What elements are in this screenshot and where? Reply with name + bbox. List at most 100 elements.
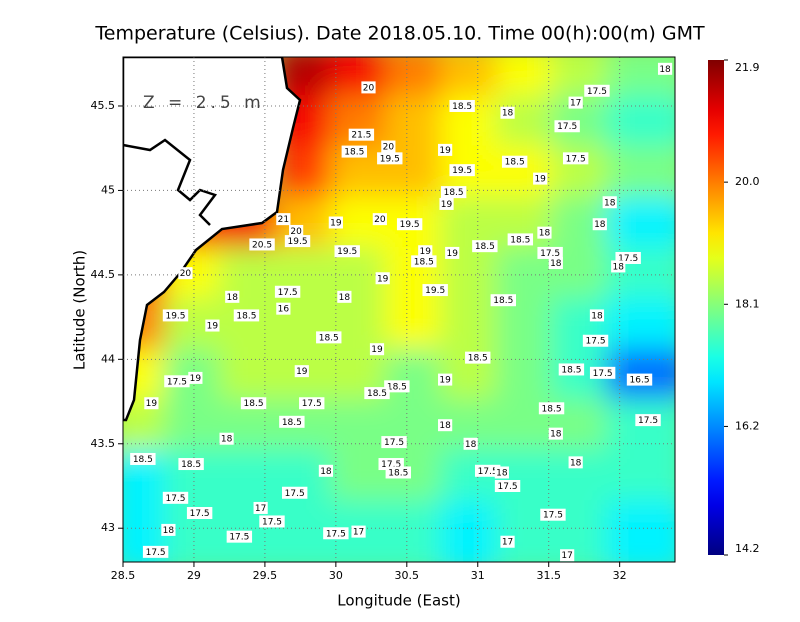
contour-label: 17.5 [381, 460, 401, 470]
contour-label-box [463, 437, 478, 450]
contour-label-box [611, 260, 626, 273]
contour-label: 17.5 [587, 87, 607, 97]
contour-label-box [276, 213, 291, 226]
contour-label: 18.5 [493, 296, 513, 306]
contour-label-box [377, 152, 403, 165]
contour-label-box [501, 155, 528, 168]
contour-label: 16.5 [630, 376, 650, 386]
x-tick-label: 28.5 [111, 569, 136, 582]
contour-label: 20 [180, 269, 192, 279]
contour-label-box [253, 501, 268, 514]
contour-label-box [186, 507, 213, 520]
colorbar [708, 60, 724, 555]
contour-label: 18.5 [505, 158, 525, 168]
contour-label-box [490, 294, 516, 307]
contour-label: 17.5 [543, 511, 563, 521]
contour-label: 17.5 [478, 467, 498, 477]
contour-label: 17.5 [302, 399, 322, 409]
contour-label: 17.5 [229, 533, 249, 543]
contour-label: 17.5 [278, 288, 298, 298]
contour-label-box [540, 508, 566, 521]
contour-label-box [568, 456, 583, 469]
contour-label-box [562, 152, 589, 165]
contour-label: 19 [190, 374, 202, 384]
contour-label: 21.5 [351, 131, 371, 141]
contour-label-box [162, 309, 189, 322]
contour-label-box [438, 419, 453, 432]
contour-label-box [375, 272, 390, 285]
contour-label: 17.5 [540, 249, 560, 259]
contour-label-box [465, 351, 491, 364]
contour-label-box [282, 486, 308, 499]
contour-label-box [568, 96, 583, 109]
contour-label-box [548, 257, 563, 270]
contour-label: 19 [439, 146, 451, 156]
contour-label-box [635, 414, 661, 427]
contour-label-box [584, 84, 610, 97]
contour-label-box [289, 224, 304, 237]
contour-label: 17 [502, 538, 513, 548]
contour-label: 18.5 [367, 389, 387, 399]
contour-label: 17.5 [618, 254, 638, 264]
y-tick-label: 43 [101, 521, 115, 534]
field-cell [606, 500, 675, 562]
contour-label-box [161, 523, 176, 536]
x-axis-label: Longitude (East) [337, 592, 460, 610]
contour-label: 18.5 [510, 235, 530, 245]
contour-label: 18 [594, 220, 606, 230]
x-tick-label: 31 [471, 569, 485, 582]
x-tick-label: 30.5 [395, 569, 420, 582]
contour-label-box [341, 145, 368, 158]
axes: 28.5 29 29.5 30 30.5 31 31.5 32 43 43.5 44 44.5 45 45… [91, 59, 760, 582]
contour-label: 20 [374, 215, 386, 225]
contour-label-box [369, 343, 385, 356]
y-tick-label: 45.5 [91, 99, 116, 112]
contour-label-box [422, 284, 448, 297]
colorbar-tick-label: 20.0 [735, 175, 760, 188]
contour-label: 16 [278, 305, 290, 315]
contour-label: 17 [255, 504, 266, 514]
contour-label: 18 [221, 435, 233, 445]
coastline [123, 138, 218, 226]
contour-label-box [449, 164, 475, 177]
contour-label-box [274, 285, 301, 298]
contour-label: 19 [377, 274, 389, 284]
y-tick-label: 43.5 [91, 437, 116, 450]
contour-label-box [318, 464, 334, 477]
x-tick-label: 29 [187, 569, 201, 582]
contour-label: 19 [446, 249, 458, 259]
contour-label-box [538, 402, 565, 415]
contour-label-box [144, 397, 159, 410]
contour-label: 18 [659, 65, 671, 75]
contour-label: 19.5 [452, 166, 472, 176]
contour-label: 18.5 [475, 242, 495, 252]
contour-label: 18 [496, 468, 508, 478]
contour-label: 17.5 [557, 122, 577, 132]
contour-label: 18 [591, 311, 603, 321]
colorbar-tick-label: 18.1 [735, 297, 760, 310]
land [123, 57, 302, 422]
contour-label-box [582, 334, 609, 347]
contour-label-box [500, 106, 515, 119]
contour-label: 18 [163, 526, 175, 536]
plot-area: 2018.5181717.517.51821.518.52019.51919.5… [123, 57, 675, 562]
colorbar-tick-label: 14.2 [735, 542, 760, 555]
contour-label: 18 [502, 109, 514, 119]
contour-label-box [507, 233, 534, 246]
contour-label: 19 [371, 345, 383, 355]
contour-label-box [284, 235, 311, 248]
contour-label: 18 [439, 421, 451, 431]
contour-label-box [316, 331, 342, 344]
contour-label-box [294, 365, 309, 378]
colorbar-tick-label: 16.2 [735, 419, 760, 432]
contour-label-box [337, 290, 352, 303]
contour-label-box [537, 246, 563, 259]
contour-label: 18.5 [452, 102, 472, 112]
contour-label: 18.5 [414, 257, 434, 267]
contour-label-box [560, 549, 575, 562]
contour-label-box [381, 436, 407, 449]
y-tick-label: 45 [101, 183, 115, 196]
contour-label-box [348, 128, 375, 141]
contour-label-box [626, 373, 653, 386]
contour-label: 19 [420, 247, 432, 257]
